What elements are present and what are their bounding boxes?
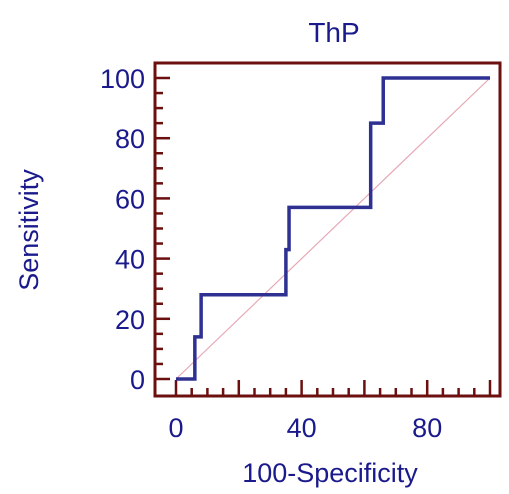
axis-ticks xyxy=(155,76,492,396)
y-tick-label: 40 xyxy=(115,245,145,275)
y-tick-label: 60 xyxy=(115,184,145,214)
y-tick-label: 80 xyxy=(115,124,145,154)
x-tick-label: 40 xyxy=(287,413,317,443)
x-tick-label: 80 xyxy=(412,413,442,443)
y-tick-label: 0 xyxy=(130,365,145,395)
y-tick-label: 100 xyxy=(100,64,145,94)
y-axis-label: Sensitivity xyxy=(14,169,44,291)
reference-diagonal-line xyxy=(175,77,491,380)
x-axis-label: 100-Specificity xyxy=(242,458,418,488)
chart-frame xyxy=(153,61,502,398)
tick-labels: 0 20 40 60 80 100 0 40 80 xyxy=(100,64,442,443)
y-tick-label: 20 xyxy=(115,305,145,335)
x-tick-label: 0 xyxy=(168,413,183,443)
plot-frame xyxy=(153,61,502,398)
chart-series xyxy=(175,76,491,381)
chart-title: ThP xyxy=(308,17,359,48)
roc-curve-line xyxy=(176,76,490,381)
